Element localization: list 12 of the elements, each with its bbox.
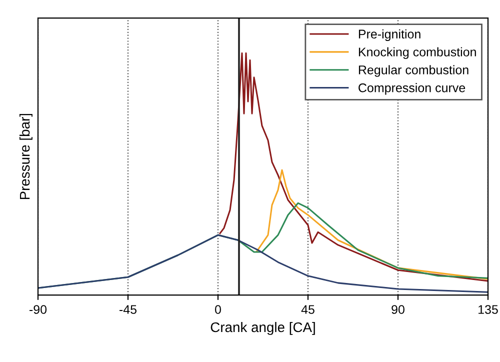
x-axis-title: Crank angle [CA] [210,322,315,335]
legend-label: Pre-ignition [358,29,420,41]
legend-label: Knocking combustion [358,47,476,59]
x-tick-label: -45 [120,305,137,314]
x-tick-label: 90 [392,305,404,314]
x-tick-label: 0 [215,305,221,314]
legend-label: Compression curve [358,83,466,95]
x-tick-label: 45 [301,305,314,314]
x-tick-label: 135 [478,305,498,314]
y-axis-title: Pressure [bar] [19,114,32,200]
legend-label: Regular combustion [358,65,468,77]
x-tick-label: -90 [30,305,47,314]
